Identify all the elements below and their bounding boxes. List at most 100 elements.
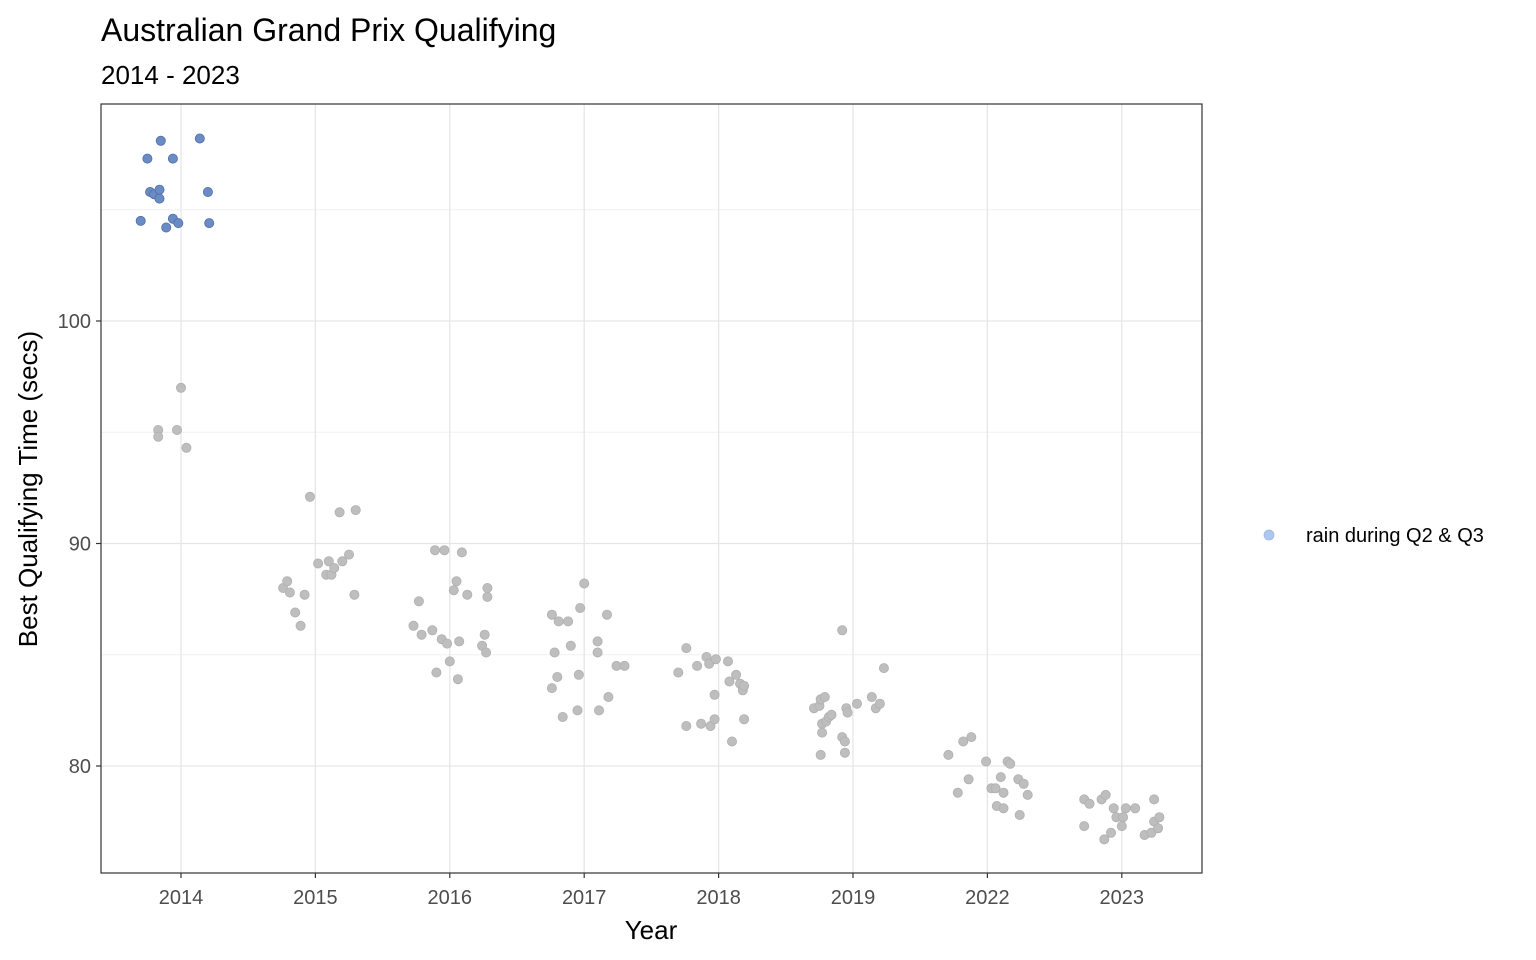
data-point [444,656,455,667]
data-point [819,692,830,703]
x-axis-title: Year [625,915,678,945]
data-point [696,718,707,729]
data-point [323,556,334,567]
data-point [408,620,419,631]
data-point [727,736,738,747]
y-tick-label: 80 [69,756,91,778]
data-point [482,591,493,602]
data-point [349,589,360,600]
data-point [1079,821,1090,832]
grid-lines [101,104,1202,873]
data-point [553,616,564,627]
data-point-rain [202,186,213,197]
plot-panel [101,104,1202,873]
data-point [175,382,186,393]
data-point [454,636,465,647]
legend-key-rain [1263,529,1275,541]
data-point-rain [194,133,205,144]
data-point [552,672,563,683]
data-point [442,638,453,649]
data-point [481,647,492,658]
data-point [1014,810,1025,821]
data-point-rain [204,218,215,229]
data-point [334,507,345,518]
plot-border [100,103,1203,874]
data-point [603,692,614,703]
data-point [549,647,560,658]
data-point [842,707,853,718]
data-point [673,667,684,678]
data-point [573,669,584,680]
data-point [709,689,720,700]
data-point [565,640,576,651]
data-point [448,585,459,596]
data-point [451,576,462,587]
data-point-rain [154,193,165,204]
data-point [290,607,301,618]
data-point [723,656,734,667]
data-point [839,747,850,758]
data-point [852,698,863,709]
data-point [681,721,692,732]
data-point [153,431,164,442]
data-point [439,545,450,556]
chart-subtitle: 2014 - 2023 [101,60,240,90]
data-point [681,643,692,654]
data-point [337,556,348,567]
data-point [966,732,977,743]
axes: 80 90 100 2014 2015 2016 2017 2018 2019 2022 2023 [58,311,1144,909]
data-point [1108,803,1119,814]
data-point [1118,812,1129,823]
legend: rain during Q2 & Q3 [1263,525,1484,547]
x-tick-label: 2019 [831,887,876,909]
data-point [413,596,424,607]
data-point [815,749,826,760]
data-point [456,547,467,558]
y-axis-title: Best Qualifying Time (secs) [13,331,43,647]
data-point [958,736,969,747]
y-tick-label: 90 [69,534,91,556]
y-tick-label: 100 [58,311,91,333]
data-point [943,749,954,760]
legend-label-rain: rain during Q2 & Q3 [1306,525,1484,547]
data-point [839,736,850,747]
data-point [1018,778,1029,789]
data-point-rain [161,222,172,233]
data-point [462,589,473,600]
data-point [1116,821,1127,832]
data-point [874,698,885,709]
data-point [1022,789,1033,800]
data-point [817,727,828,738]
data-point-rain [154,184,165,195]
data-point [171,424,182,435]
data-point [1005,758,1016,769]
data-point [350,505,361,516]
data-point [343,549,354,560]
chart-title: Australian Grand Prix Qualifying [101,12,556,48]
x-tick-label: 2016 [428,887,473,909]
data-point [452,674,463,685]
data-point [731,669,742,680]
data-point-rain [167,153,178,164]
data-point [181,442,192,453]
data-point-rain [135,215,146,226]
x-tick-label: 2014 [159,887,204,909]
data-point [1149,794,1160,805]
data-point [1130,803,1141,814]
data-point [995,772,1006,783]
data-point [1120,803,1131,814]
x-tick-label: 2015 [293,887,338,909]
data-point [739,714,750,725]
data-point [724,676,735,687]
data-point [304,491,315,502]
data-point-rain [142,153,153,164]
data-point [692,660,703,671]
data-point [431,667,442,678]
data-point [594,705,605,716]
data-point [557,712,568,723]
data-point [878,663,889,674]
x-tick-label: 2018 [696,887,741,909]
data-point [546,683,557,694]
